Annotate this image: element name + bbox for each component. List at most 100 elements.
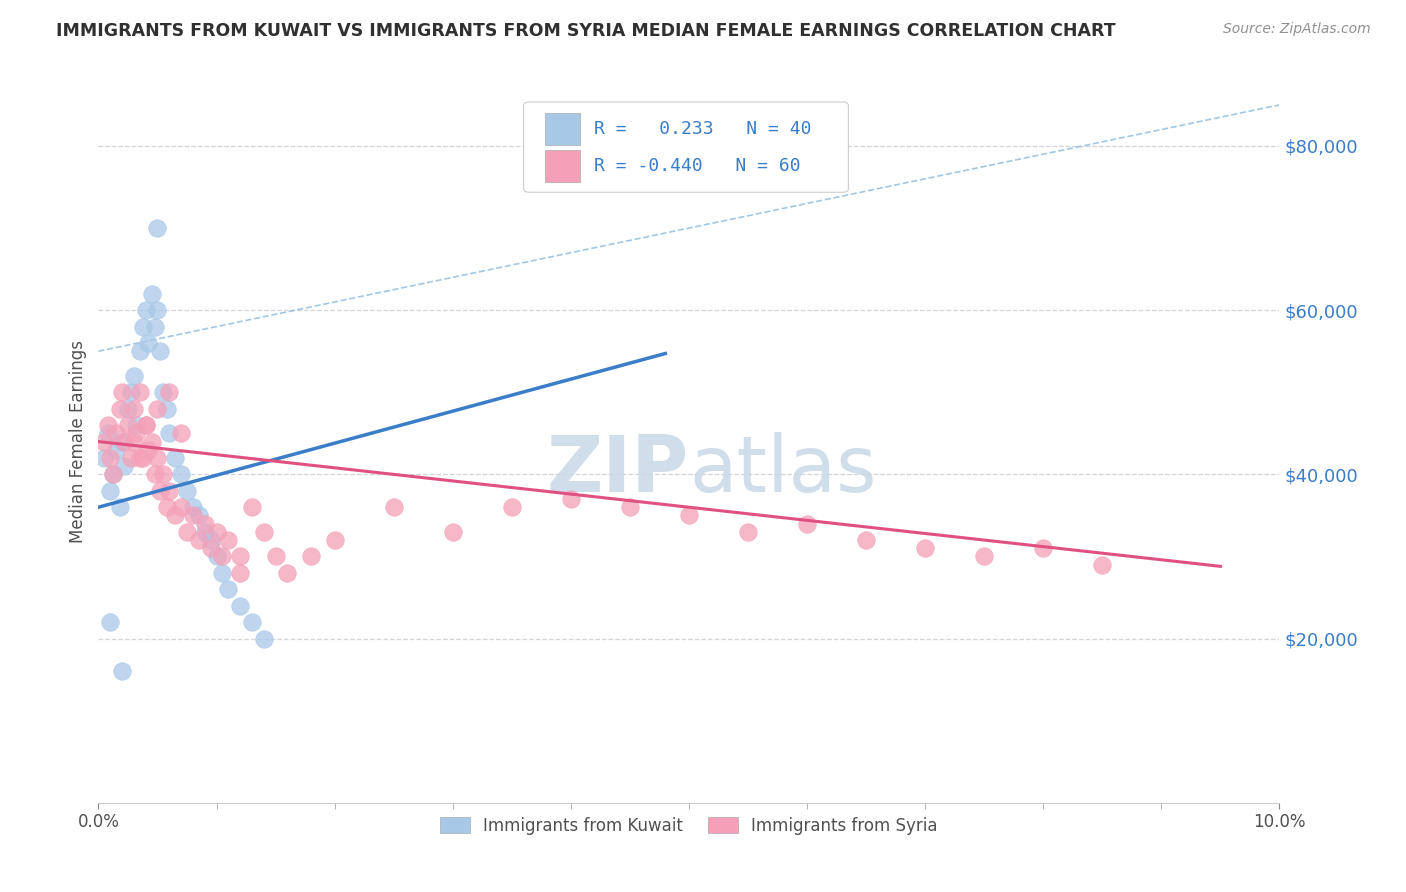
Point xyxy=(135,303,157,318)
Point xyxy=(136,336,159,351)
Point xyxy=(111,665,134,679)
Point xyxy=(200,533,222,547)
Point xyxy=(125,426,148,441)
Point xyxy=(135,418,157,433)
Point xyxy=(382,500,405,515)
Point xyxy=(796,516,818,531)
Point xyxy=(187,508,209,523)
Text: R = -0.440   N = 60: R = -0.440 N = 60 xyxy=(595,157,801,175)
Point xyxy=(117,418,139,433)
Point xyxy=(737,524,759,539)
Point xyxy=(217,582,239,597)
Point xyxy=(157,426,180,441)
Point xyxy=(98,615,121,630)
Point xyxy=(146,450,169,465)
Point xyxy=(200,541,222,556)
Point xyxy=(299,549,322,564)
Point xyxy=(205,549,228,564)
Point xyxy=(170,467,193,482)
Point xyxy=(176,483,198,498)
Point xyxy=(156,401,179,416)
Point xyxy=(132,450,155,465)
Point xyxy=(1032,541,1054,556)
Point xyxy=(98,483,121,498)
Point xyxy=(678,508,700,523)
Text: Source: ZipAtlas.com: Source: ZipAtlas.com xyxy=(1223,22,1371,37)
Point xyxy=(560,491,582,506)
Point xyxy=(146,303,169,318)
Point xyxy=(112,434,135,449)
Point xyxy=(121,450,143,465)
Point xyxy=(98,450,121,465)
Point xyxy=(165,450,187,465)
Point xyxy=(194,524,217,539)
Legend: Immigrants from Kuwait, Immigrants from Syria: Immigrants from Kuwait, Immigrants from … xyxy=(433,810,945,841)
Point xyxy=(253,524,276,539)
Point xyxy=(135,418,157,433)
FancyBboxPatch shape xyxy=(546,150,581,183)
Point xyxy=(264,549,287,564)
Point xyxy=(141,434,163,449)
Point xyxy=(121,385,143,400)
Point xyxy=(229,599,252,613)
Point xyxy=(323,533,346,547)
Point xyxy=(176,524,198,539)
Text: ZIP: ZIP xyxy=(547,433,689,508)
Point xyxy=(914,541,936,556)
Point xyxy=(132,319,155,334)
Point xyxy=(217,533,239,547)
Point xyxy=(105,442,128,457)
Point xyxy=(240,615,263,630)
Point xyxy=(205,524,228,539)
Point xyxy=(135,57,157,71)
Point xyxy=(973,549,995,564)
Point xyxy=(149,483,172,498)
Point xyxy=(1091,558,1114,572)
Point xyxy=(117,401,139,416)
Point xyxy=(101,467,124,482)
Point xyxy=(165,508,187,523)
Point xyxy=(619,500,641,515)
Point xyxy=(128,385,150,400)
Point xyxy=(143,467,166,482)
Point xyxy=(152,385,174,400)
Point xyxy=(97,426,120,441)
Point xyxy=(157,385,180,400)
Point xyxy=(111,385,134,400)
Point xyxy=(105,426,128,441)
Point xyxy=(170,500,193,515)
Text: atlas: atlas xyxy=(689,433,876,508)
Point xyxy=(122,434,145,449)
Point xyxy=(108,401,131,416)
Point xyxy=(240,500,263,515)
Point xyxy=(97,418,120,433)
Point xyxy=(276,566,298,580)
Point xyxy=(112,459,135,474)
Point xyxy=(211,566,233,580)
Point xyxy=(122,401,145,416)
Point xyxy=(136,442,159,457)
Point xyxy=(111,434,134,449)
Point xyxy=(253,632,276,646)
Point xyxy=(146,401,169,416)
Point xyxy=(152,467,174,482)
FancyBboxPatch shape xyxy=(523,102,848,193)
Point xyxy=(146,221,169,235)
Point xyxy=(170,426,193,441)
Text: R =   0.233   N = 40: R = 0.233 N = 40 xyxy=(595,120,811,138)
Point xyxy=(441,524,464,539)
Point xyxy=(108,500,131,515)
Point xyxy=(156,500,179,515)
Point xyxy=(181,500,204,515)
Point xyxy=(501,500,523,515)
Point xyxy=(157,483,180,498)
Point xyxy=(125,418,148,433)
Point xyxy=(128,344,150,359)
Point xyxy=(122,368,145,383)
Point xyxy=(181,508,204,523)
Point xyxy=(128,450,150,465)
Point xyxy=(229,549,252,564)
Point xyxy=(141,286,163,301)
Point xyxy=(211,549,233,564)
Y-axis label: Median Female Earnings: Median Female Earnings xyxy=(69,340,87,543)
